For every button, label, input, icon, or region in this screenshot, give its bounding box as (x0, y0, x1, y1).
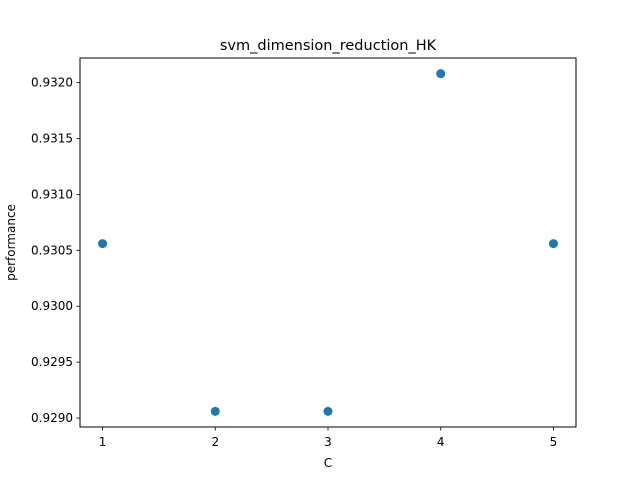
data-point (436, 69, 446, 79)
x-tick-label: 5 (550, 435, 558, 449)
x-axis-ticks: 1 2 3 4 5 (99, 427, 558, 449)
data-point (210, 406, 220, 416)
data-points (98, 69, 558, 416)
y-tick-label: 0.9310 (31, 187, 73, 201)
x-tick-label: 1 (99, 435, 107, 449)
y-tick-label: 0.9320 (31, 76, 73, 90)
y-tick-label: 0.9295 (31, 355, 73, 369)
data-point (548, 239, 558, 249)
y-tick-label: 0.9315 (31, 132, 73, 146)
plot-area-frame (79, 57, 577, 428)
data-point (323, 406, 333, 416)
x-tick-label: 3 (324, 435, 332, 449)
x-axis-label: C (324, 456, 332, 470)
y-axis-label: performance (4, 204, 18, 281)
x-tick-label: 4 (437, 435, 445, 449)
y-tick-label: 0.9290 (31, 411, 73, 425)
y-tick-label: 0.9305 (31, 243, 73, 257)
y-axis-ticks: 0.9290 0.9295 0.9300 0.9305 0.9310 0.9315 0.93… (31, 76, 80, 425)
y-tick-label: 0.9300 (31, 299, 73, 313)
chart-title: svm_dimension_reduction_HK (220, 38, 437, 54)
x-tick-label: 2 (211, 435, 219, 449)
data-point (98, 239, 108, 249)
